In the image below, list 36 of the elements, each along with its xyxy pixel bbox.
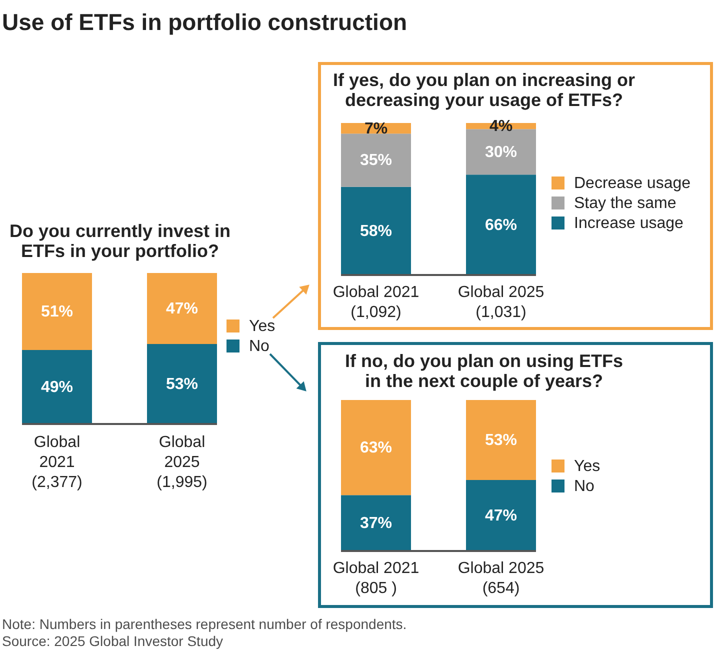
bar (341, 134, 411, 187)
data-label: 4% (489, 118, 513, 136)
data-label: 30% (484, 144, 518, 161)
text: Note: Numbers in parentheses represent number of respondents. (2, 616, 407, 632)
x-tick-label: Global 2025 (654) (458, 560, 544, 597)
x-tick-label: Global 2021 (1,092) (332, 284, 420, 321)
data-label: 35% (360, 152, 392, 170)
source-note: Source: 2025 Global Investor Study (2, 633, 224, 649)
chart-subtitle: Do you currently invest in ETFs in your portfolio? (9, 221, 231, 261)
x-tick-label: Global 2025 (1,031) (458, 284, 544, 321)
data-label: 47% (166, 300, 198, 318)
chart-title: If yes, do you plan on increasing or decreasing your usage of ETFs? (332, 70, 636, 110)
x-tick-label: Global 2021 (2,377) (32, 434, 82, 491)
legend-label: Stay the same (574, 195, 676, 212)
chart-title: Use of ETFs in portfolio construction (2, 9, 408, 35)
data-label: 53% (166, 376, 198, 393)
data-label: 53% (484, 432, 518, 450)
legend-label: Yes (574, 458, 600, 475)
data-label: 47% (484, 508, 518, 525)
data-label: 49% (40, 379, 74, 396)
x-tick-label: Global 2025 (1,995) (156, 434, 208, 491)
x-tick-label: Global 2021 (805 ) (332, 560, 420, 597)
legend-label: Decrease usage (574, 175, 691, 192)
legend-label: No (574, 478, 595, 495)
bar (466, 174, 536, 275)
data-label: 7% (364, 120, 388, 138)
legend-label: Increase usage (574, 215, 684, 232)
data-label: 63% (360, 440, 392, 457)
bar (341, 186, 411, 275)
legend-label: Yes (249, 318, 276, 335)
data-label: 66% (484, 216, 518, 234)
data-label: 51% (40, 304, 74, 321)
legend-label: No (249, 338, 270, 355)
data-label: 37% (360, 515, 392, 532)
data-label: 58% (360, 222, 392, 240)
chart-title: If no, do you plan on using ETFs in the next couple of years? (345, 351, 623, 391)
